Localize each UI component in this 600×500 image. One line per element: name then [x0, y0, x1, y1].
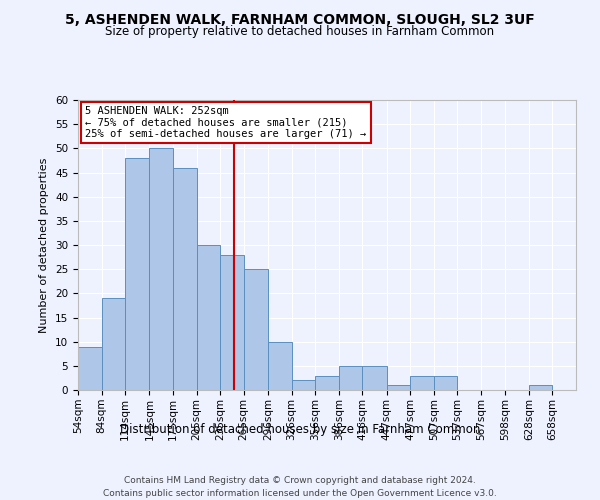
Bar — [315, 376, 339, 390]
Bar — [292, 380, 315, 390]
Bar — [125, 158, 149, 390]
Bar — [78, 346, 101, 390]
Bar — [149, 148, 173, 390]
Text: 5, ASHENDEN WALK, FARNHAM COMMON, SLOUGH, SL2 3UF: 5, ASHENDEN WALK, FARNHAM COMMON, SLOUGH… — [65, 12, 535, 26]
Bar — [362, 366, 386, 390]
Bar — [410, 376, 434, 390]
Bar — [220, 254, 244, 390]
Bar — [434, 376, 457, 390]
Text: 5 ASHENDEN WALK: 252sqm
← 75% of detached houses are smaller (215)
25% of semi-d: 5 ASHENDEN WALK: 252sqm ← 75% of detache… — [85, 106, 367, 139]
Y-axis label: Number of detached properties: Number of detached properties — [40, 158, 49, 332]
Bar — [173, 168, 197, 390]
Bar — [244, 269, 268, 390]
Text: Contains public sector information licensed under the Open Government Licence v3: Contains public sector information licen… — [103, 489, 497, 498]
Bar — [529, 385, 553, 390]
Bar — [386, 385, 410, 390]
Text: Distribution of detached houses by size in Farnham Common: Distribution of detached houses by size … — [120, 422, 480, 436]
Text: Size of property relative to detached houses in Farnham Common: Size of property relative to detached ho… — [106, 25, 494, 38]
Bar — [339, 366, 362, 390]
Bar — [101, 298, 125, 390]
Bar — [197, 245, 220, 390]
Bar — [268, 342, 292, 390]
Text: Contains HM Land Registry data © Crown copyright and database right 2024.: Contains HM Land Registry data © Crown c… — [124, 476, 476, 485]
